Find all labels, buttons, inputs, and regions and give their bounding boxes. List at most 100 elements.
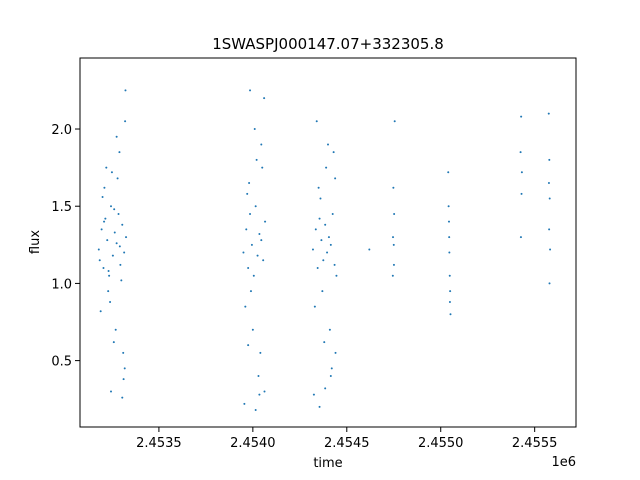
data-point xyxy=(392,236,395,239)
data-point xyxy=(109,300,112,303)
data-point xyxy=(107,290,110,293)
plot-frame xyxy=(79,57,577,428)
y-tick-label: 1.5 xyxy=(51,200,72,215)
x-axis-offset-label: 1e6 xyxy=(551,455,576,470)
data-point xyxy=(325,166,328,169)
data-point xyxy=(249,212,252,215)
data-point xyxy=(106,239,109,242)
data-point xyxy=(519,151,522,154)
data-point xyxy=(114,328,117,331)
data-point xyxy=(548,197,551,200)
data-point xyxy=(110,390,112,393)
data-point xyxy=(264,220,267,223)
data-point xyxy=(332,151,335,154)
data-point xyxy=(107,270,110,273)
data-point xyxy=(448,236,451,239)
data-point xyxy=(263,97,266,100)
data-point xyxy=(247,344,250,347)
data-point xyxy=(520,171,523,174)
data-point xyxy=(122,378,125,381)
data-point xyxy=(125,236,128,239)
data-point xyxy=(113,231,116,234)
data-point xyxy=(117,212,120,215)
data-point xyxy=(447,205,450,208)
data-point xyxy=(520,115,523,118)
data-point xyxy=(317,186,320,189)
data-point xyxy=(314,228,317,231)
data-point xyxy=(327,236,330,239)
x-axis-ticks: 2.4535 2.4540 2.4545 2.4550 2.4555 xyxy=(136,427,557,451)
data-point xyxy=(322,259,325,262)
data-point xyxy=(329,243,332,246)
data-point xyxy=(549,248,552,251)
data-point xyxy=(242,251,245,254)
data-point xyxy=(449,290,452,293)
data-point xyxy=(333,263,336,266)
data-point xyxy=(368,248,371,251)
data-point xyxy=(326,251,329,254)
data-point xyxy=(258,393,261,396)
data-point xyxy=(111,254,114,257)
data-point xyxy=(327,143,329,146)
x-tick-label: 2.4550 xyxy=(418,436,464,451)
data-point xyxy=(123,251,126,254)
x-tick-label: 2.4545 xyxy=(324,436,370,451)
data-point xyxy=(329,375,332,378)
x-tick-label: 2.4540 xyxy=(230,436,276,451)
data-point xyxy=(392,186,395,189)
data-point xyxy=(449,313,452,316)
data-point xyxy=(121,396,124,399)
data-point xyxy=(251,328,254,331)
data-point xyxy=(249,89,252,92)
data-point xyxy=(548,158,551,161)
data-point xyxy=(253,128,256,131)
data-point xyxy=(259,351,262,354)
data-point xyxy=(519,236,522,239)
data-point xyxy=(100,228,103,231)
data-point xyxy=(248,182,251,185)
data-point xyxy=(448,251,451,254)
data-point xyxy=(99,310,102,313)
y-tick-label: 2.0 xyxy=(51,123,72,138)
data-point xyxy=(124,120,127,123)
y-axis-label: flux xyxy=(28,230,43,254)
data-point xyxy=(263,390,266,393)
data-point xyxy=(255,158,258,161)
data-point xyxy=(104,217,107,220)
x-tick-label: 2.4535 xyxy=(136,436,182,451)
data-point xyxy=(318,217,321,220)
data-point xyxy=(313,305,316,308)
data-point xyxy=(246,192,249,195)
data-point xyxy=(118,151,121,154)
data-point xyxy=(324,387,327,390)
data-point xyxy=(334,351,337,354)
data-point xyxy=(115,135,118,138)
data-point xyxy=(392,263,395,266)
data-point xyxy=(331,212,334,215)
data-point xyxy=(101,195,104,198)
data-point xyxy=(112,341,115,344)
data-point xyxy=(123,367,126,370)
data-point xyxy=(335,274,338,277)
data-point xyxy=(244,305,247,308)
data-point xyxy=(98,259,101,262)
data-point xyxy=(97,248,100,251)
scatter-points xyxy=(97,89,552,412)
data-point xyxy=(245,228,248,231)
data-point xyxy=(321,290,324,293)
data-point xyxy=(334,177,337,180)
data-point xyxy=(113,208,116,211)
data-point xyxy=(243,402,246,405)
data-point xyxy=(548,228,551,231)
data-point xyxy=(249,290,252,293)
y-tick-label: 0.5 xyxy=(51,355,72,370)
data-point xyxy=(122,351,125,354)
x-axis-label: time xyxy=(313,456,342,471)
data-point xyxy=(324,223,327,226)
data-point xyxy=(103,186,106,189)
y-tick-label: 1.0 xyxy=(51,277,72,292)
data-point xyxy=(252,274,255,277)
data-point xyxy=(320,239,323,242)
data-point xyxy=(312,393,315,396)
data-point xyxy=(319,197,322,200)
